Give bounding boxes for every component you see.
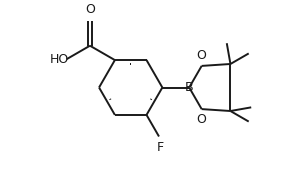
- Text: B: B: [185, 81, 193, 94]
- Text: F: F: [156, 141, 163, 154]
- Text: O: O: [197, 49, 207, 62]
- Text: O: O: [85, 3, 95, 16]
- Text: HO: HO: [50, 53, 69, 66]
- Text: O: O: [197, 113, 207, 126]
